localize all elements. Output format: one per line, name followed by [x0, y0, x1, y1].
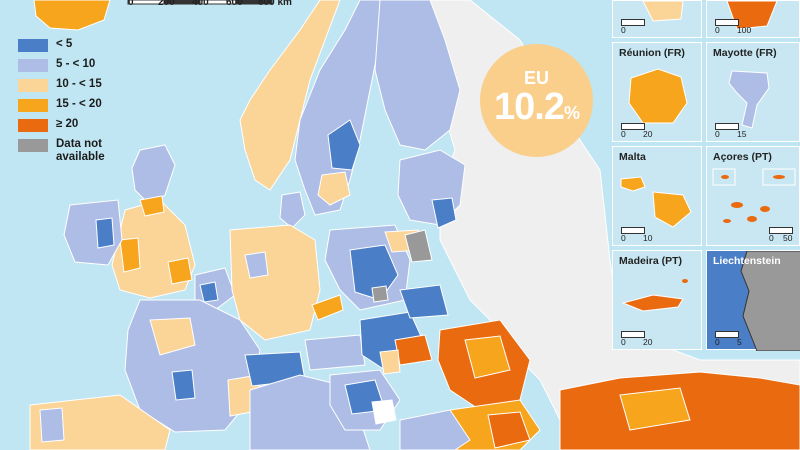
norway	[239, 0, 341, 191]
inset-title: Liechtenstein	[713, 255, 781, 267]
inset-scale: 0 20	[619, 331, 679, 347]
inset-title: Malta	[619, 151, 646, 163]
acores-shape	[712, 168, 796, 223]
orange-patch2	[379, 349, 401, 375]
eu-badge-unit: %	[563, 103, 580, 123]
inset-title: Réunion (FR)	[619, 47, 685, 59]
turkey-orange2	[619, 387, 691, 431]
inset-madeira: Madeira (PT) 0 20	[612, 250, 702, 350]
eu-average-badge: EU 10.2%	[480, 44, 593, 157]
legend-item: 15 - < 20	[18, 98, 178, 118]
legend-item: 10 - < 15	[18, 78, 178, 98]
inset-scale: 0 10	[619, 227, 679, 243]
iberia	[29, 394, 171, 450]
inset-acores: Açores (PT) 0 50	[706, 146, 800, 246]
orange-patch1	[394, 334, 433, 366]
legend-swatch	[18, 139, 48, 152]
england-orange2	[119, 237, 141, 273]
inset-scale: 0 100	[713, 19, 773, 35]
legend-swatch	[18, 39, 48, 52]
scale-bar	[127, 0, 273, 5]
legend-label: Data not available	[56, 138, 105, 163]
france-beige	[149, 317, 196, 356]
sweden-blue	[327, 119, 361, 171]
legend: < 5 5 - < 10 10 - < 15 15 - < 20 ≥ 20 Da…	[18, 38, 178, 168]
scale-tick-0: 0	[128, 0, 134, 8]
legend-label: 15 - < 20	[56, 98, 102, 110]
scale-tick-200: 200	[158, 0, 175, 8]
ireland	[63, 199, 123, 266]
baltic-blue	[431, 197, 457, 229]
czechia-grey2	[371, 285, 389, 303]
scale-labels: 0 200 400 600 800 km	[120, 0, 310, 12]
germany	[229, 224, 321, 341]
greece	[399, 409, 471, 450]
inset-mayotte: Mayotte (FR) 0 15	[706, 42, 800, 142]
legend-item: ≥ 20	[18, 118, 178, 138]
inset-top-left: 0	[612, 0, 702, 38]
sweden-orange	[317, 171, 351, 206]
scale-tick-800: 800 km	[258, 0, 292, 8]
inset-scale: 0 50	[767, 227, 800, 243]
legend-label: ≥ 20	[56, 118, 79, 130]
inset-title: Madeira (PT)	[619, 255, 683, 267]
slovakia-blue	[399, 284, 449, 319]
inset-title: Açores (PT)	[713, 151, 772, 163]
finland	[374, 0, 461, 151]
legend-label: 5 - < 10	[56, 58, 96, 70]
inset-shape	[642, 1, 684, 22]
eu-badge-number: 10.2	[494, 86, 565, 128]
france-blue	[171, 369, 196, 401]
legend-label: 10 - < 15	[56, 78, 102, 90]
malta-shape	[620, 176, 692, 228]
romania-yellow	[464, 335, 511, 379]
england-orange3	[167, 257, 193, 285]
legend-swatch	[18, 59, 48, 72]
inset-reunion: Réunion (FR) 0 20	[612, 42, 702, 142]
reunion-shape	[628, 68, 688, 124]
ireland-blue	[95, 217, 115, 249]
eu-badge-label: EU	[523, 68, 549, 88]
austria	[304, 334, 366, 371]
england-orange	[139, 195, 165, 217]
serbia-grey	[371, 399, 397, 425]
sweden	[294, 0, 386, 216]
denmark	[279, 191, 306, 229]
madeira-shape	[621, 279, 688, 312]
iceland	[33, 0, 111, 31]
iberia-blue	[39, 407, 65, 443]
inset-malta: Malta 0 10	[612, 146, 702, 246]
legend-item: Data not available	[18, 138, 178, 168]
inset-top-right: 0 100	[706, 0, 800, 38]
legend-swatch	[18, 99, 48, 112]
liechtenstein-shape	[740, 251, 800, 351]
legend-item: < 5	[18, 38, 178, 58]
legend-swatch	[18, 119, 48, 132]
scale-tick-400: 400	[192, 0, 209, 8]
germany-blue	[244, 251, 269, 279]
benelux-blue	[199, 281, 219, 303]
inset-scale: 0 15	[713, 123, 773, 139]
legend-label: < 5	[56, 38, 73, 50]
germany-orange	[311, 294, 344, 321]
mayotte-shape	[728, 70, 770, 129]
scale-tick-600: 600	[226, 0, 243, 8]
legend-item: 5 - < 10	[18, 58, 178, 78]
legend-swatch	[18, 79, 48, 92]
bulgaria-orange	[487, 411, 531, 449]
czechia-grey	[404, 229, 433, 263]
eu-badge-value: 10.2%	[480, 86, 593, 129]
inset-scale: 0	[619, 19, 679, 35]
inset-title: Mayotte (FR)	[713, 47, 777, 59]
inset-scale: 0 20	[619, 123, 679, 139]
